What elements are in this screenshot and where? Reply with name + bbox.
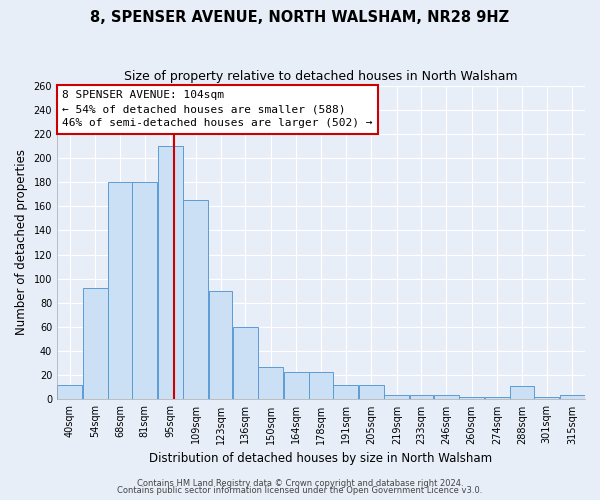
Bar (459, 397, 484, 400)
Bar (83, 288, 108, 400)
Bar (233, 327, 258, 400)
Text: 8 SPENSER AVENUE: 104sqm
← 54% of detached houses are smaller (588)
46% of semi-: 8 SPENSER AVENUE: 104sqm ← 54% of detach… (62, 90, 373, 128)
Bar (410, 394, 433, 400)
Bar (359, 385, 384, 400)
Text: Contains HM Land Registry data © Crown copyright and database right 2024.: Contains HM Land Registry data © Crown c… (137, 478, 463, 488)
Bar (209, 291, 232, 400)
X-axis label: Distribution of detached houses by size in North Walsham: Distribution of detached houses by size … (149, 452, 493, 465)
Bar (485, 397, 510, 400)
Text: Contains public sector information licensed under the Open Government Licence v3: Contains public sector information licen… (118, 486, 482, 495)
Bar (434, 394, 458, 400)
Bar (57, 385, 82, 400)
Bar (109, 182, 132, 400)
Bar (258, 367, 283, 400)
Bar (184, 200, 208, 400)
Bar (132, 182, 157, 400)
Bar (560, 394, 585, 400)
Text: 8, SPENSER AVENUE, NORTH WALSHAM, NR28 9HZ: 8, SPENSER AVENUE, NORTH WALSHAM, NR28 9… (91, 10, 509, 25)
Y-axis label: Number of detached properties: Number of detached properties (15, 150, 28, 336)
Bar (534, 397, 559, 400)
Bar (385, 394, 409, 400)
Bar (310, 372, 332, 400)
Title: Size of property relative to detached houses in North Walsham: Size of property relative to detached ho… (124, 70, 518, 83)
Bar (284, 372, 309, 400)
Bar (333, 385, 358, 400)
Bar (158, 146, 183, 400)
Bar (511, 386, 533, 400)
